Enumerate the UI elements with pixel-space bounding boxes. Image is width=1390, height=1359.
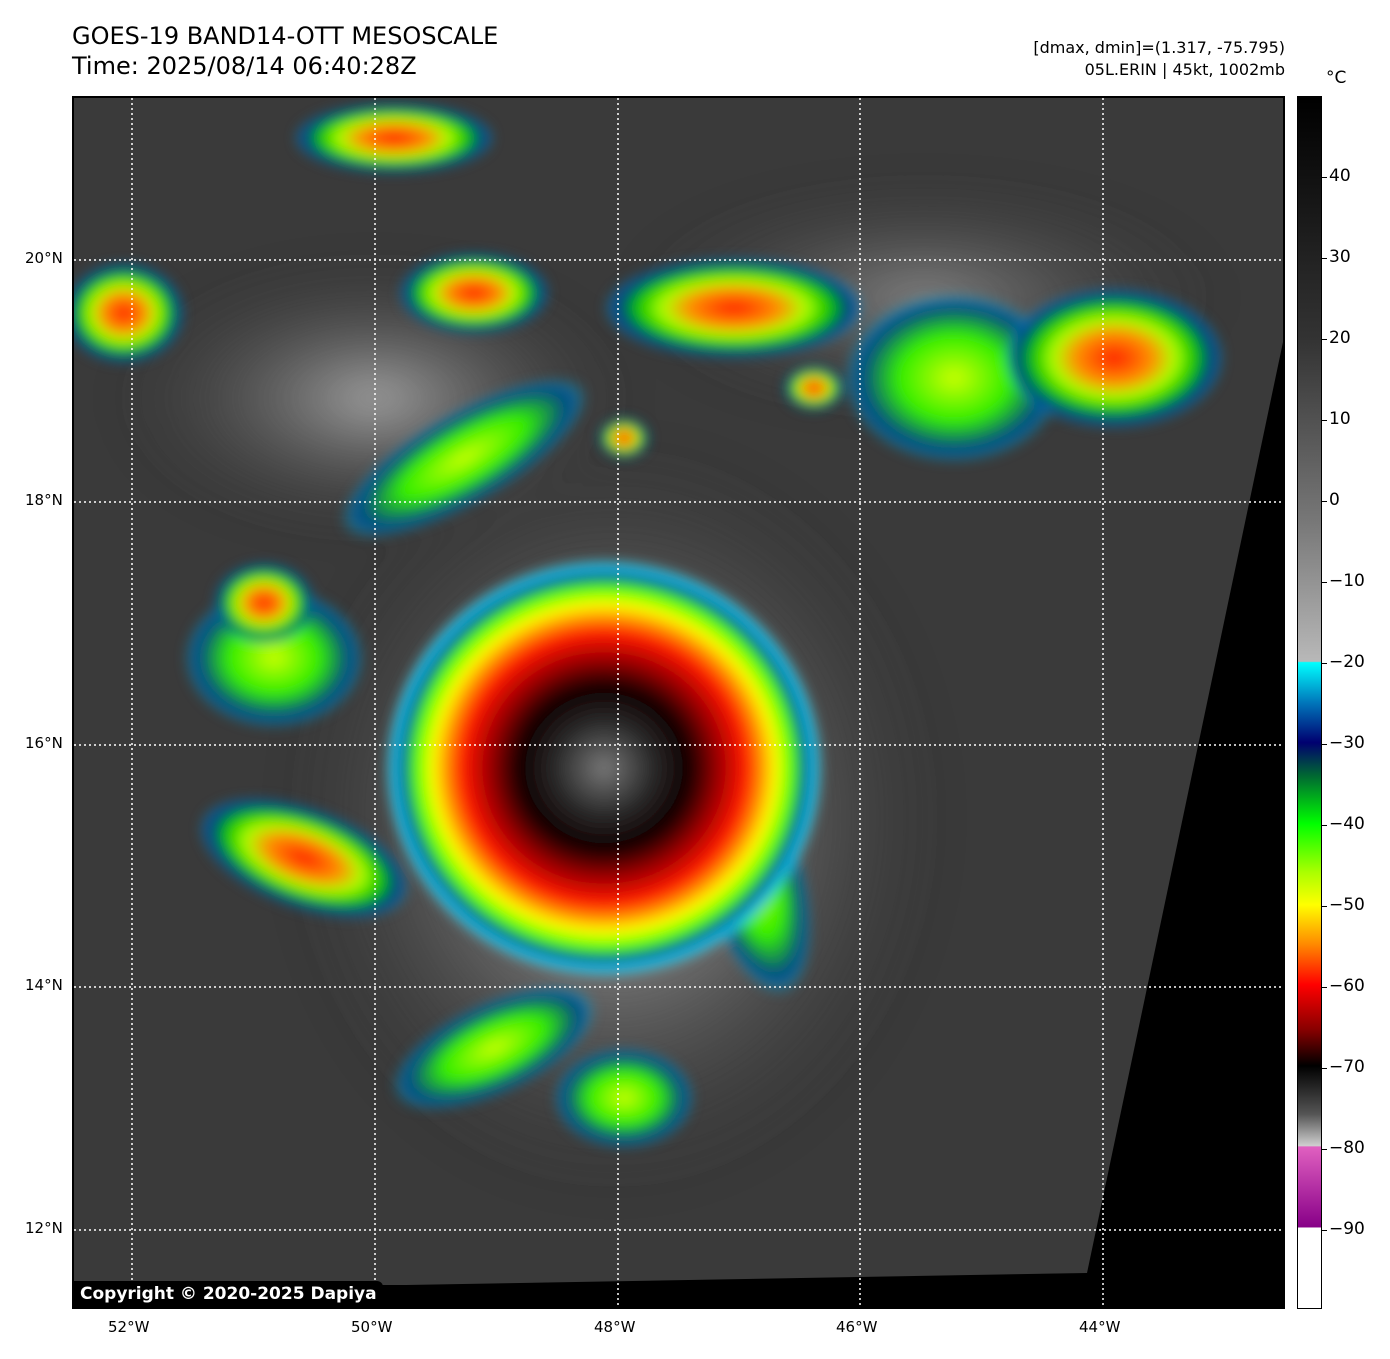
colorbar-tick-label: 20 [1322,328,1351,348]
lon-label: 50°W [351,1318,393,1336]
colorbar-tick-label: −80 [1322,1138,1365,1158]
colorbar-tick-label: −60 [1322,976,1365,996]
storm-info-label: 05L.ERIN | 45kt, 1002mb [1084,60,1285,79]
lon-label: 48°W [594,1318,636,1336]
colorbar-unit: °C [1326,68,1347,88]
lon-label: 52°W [108,1318,150,1336]
figure-time: Time: 2025/08/14 06:40:28Z [72,52,417,80]
colorbar-tick-label: 40 [1322,166,1351,186]
satellite-map [72,96,1285,1309]
lat-label: 14°N [25,976,63,994]
colorbar [1297,96,1322,1309]
graticule [74,98,1283,1307]
colorbar-tick-label: 30 [1322,247,1351,267]
colorbar-tick-label: 10 [1322,409,1351,429]
colorbar-tick-label: −40 [1322,814,1365,834]
lat-label: 12°N [25,1219,63,1237]
lat-label: 18°N [25,491,63,509]
copyright-label: Copyright © 2020-2025 Dapiya [74,1281,383,1307]
figure-title: GOES-19 BAND14-OTT MESOSCALE [72,22,499,50]
colorbar-tick-label: −50 [1322,895,1365,915]
lon-label: 44°W [1079,1318,1121,1336]
lat-label: 16°N [25,734,63,752]
colorbar-tick-label: −70 [1322,1057,1365,1077]
colorbar-tick-label: −90 [1322,1219,1365,1239]
colorbar-tick-label: 0 [1322,490,1340,510]
ir-imagery [74,98,1283,1307]
lat-label: 20°N [25,249,63,267]
colorbar-tick-label: −30 [1322,733,1365,753]
colorbar-tick-label: −10 [1322,571,1365,591]
colorbar-tick-label: −20 [1322,652,1365,672]
dmax-dmin-label: [dmax, dmin]=(1.317, -75.795) [1033,38,1285,57]
lon-label: 46°W [836,1318,878,1336]
